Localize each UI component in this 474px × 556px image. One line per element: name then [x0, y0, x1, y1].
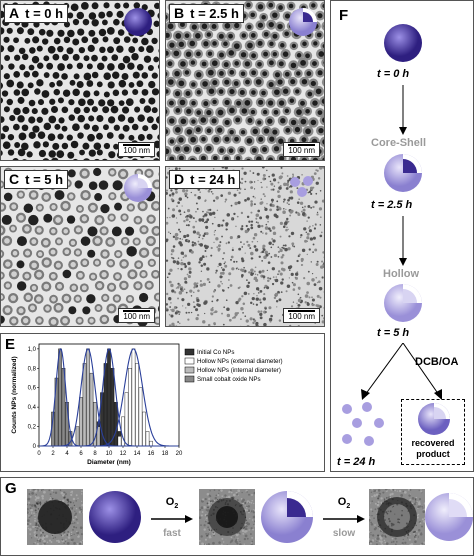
y-axis-label: Counts NPs (normalized)	[11, 356, 18, 433]
core-shell-label: Core-Shell	[371, 137, 427, 149]
legend-entry: Hollow NPs (external diameter)	[197, 358, 283, 365]
arrow-right-icon	[323, 515, 365, 524]
arrow-right-icon	[151, 515, 193, 524]
split-arrows-icon	[361, 343, 442, 400]
fit-curve	[39, 348, 179, 447]
tem-image-b	[166, 1, 324, 160]
legend-swatch	[184, 357, 195, 365]
hollow-sphere-icon	[124, 174, 152, 202]
solid-sphere-icon	[89, 491, 141, 543]
x-tick-label: 20	[176, 451, 183, 457]
histogram-bar	[58, 348, 62, 447]
arrow-down-icon	[399, 216, 407, 266]
y-tick-label: 0	[33, 444, 37, 450]
x-tick-label: 12	[120, 451, 127, 457]
x-tick-label: 14	[134, 451, 141, 457]
y-tick-label: 0,6	[28, 386, 37, 392]
histogram-bar	[75, 426, 80, 447]
legend-entry: Small cobalt oxide NPs	[197, 376, 261, 383]
core-shell-sphere-icon	[289, 8, 317, 36]
x-tick-label: 16	[148, 451, 155, 457]
tem-particle-2	[199, 489, 255, 545]
histogram-bar	[128, 368, 132, 447]
recovered-label: recovered product	[411, 438, 455, 459]
legend-swatch	[184, 375, 195, 383]
o2-fast-arrow: O2 fast	[151, 496, 193, 539]
core-shell-sphere-icon	[384, 154, 422, 192]
solid-sphere-icon	[124, 8, 152, 36]
x-tick-label: 18	[162, 451, 169, 457]
x-tick-label: 6	[79, 451, 83, 457]
small-spheres-icon	[342, 402, 384, 446]
histogram-bar	[124, 392, 129, 447]
histogram-bar	[138, 387, 143, 447]
hollow-sphere-icon	[418, 403, 450, 435]
o2-slow-arrow: O2 slow	[323, 496, 365, 539]
histogram-bar	[149, 440, 153, 447]
t24-label: t = 24 h	[337, 456, 376, 468]
recovered-product-box: recovered product	[401, 399, 465, 465]
legend-entry: Hollow NPs (internal diameter)	[197, 367, 281, 374]
tem-particle-3	[369, 489, 425, 545]
histogram-bar	[145, 431, 150, 447]
x-axis-label: Diameter (nm)	[87, 459, 131, 466]
solvent-label: DCB/OA	[415, 356, 459, 368]
x-tick-label: 8	[93, 451, 97, 457]
y-tick-label: 0,2	[28, 425, 37, 431]
hollow-label: Hollow	[383, 268, 420, 280]
y-tick-label: 0,8	[28, 366, 37, 372]
t25-label: t = 2.5 h	[371, 199, 413, 211]
size-distribution-chart: 0 2 4 6 8 10 12 14 16 18 20 0 0,2 0,4 0,6 0,8 1,0 Diamete…	[11, 343, 283, 466]
tem-particle-1	[27, 489, 83, 545]
scale-bar: 100 nm	[283, 308, 320, 323]
histogram-bar	[131, 348, 136, 447]
x-tick-label: 4	[65, 451, 69, 457]
legend-entry: Initial Co NPs	[197, 349, 234, 356]
t5-label: t = 5 h	[377, 327, 410, 339]
panel-f-letter: F	[339, 7, 349, 24]
y-tick-label: 1,0	[28, 347, 37, 353]
histogram-bar	[86, 348, 90, 447]
panel-g-letter: G	[5, 480, 17, 497]
scale-bar: 100 nm	[283, 142, 320, 157]
histogram-bar	[117, 436, 122, 447]
histogram-bar	[107, 348, 111, 447]
y-tick-label: 0,4	[28, 405, 37, 411]
panel-g: G O2 fast O2 slow	[0, 477, 474, 556]
panel-e: E 0 2 4 6 8 10 12 14 16 18 20 0 0,2 0,4 0,6 0,8 1,0 Diame…	[0, 333, 325, 472]
solid-sphere-icon	[384, 24, 422, 62]
panel-f: F t = 0 h Core-Shell t = 2.5 h Hollow t …	[330, 0, 474, 472]
tem-image-a	[1, 1, 159, 160]
scale-bar: 100 nm	[118, 308, 155, 323]
panel-e-letter: E	[5, 336, 16, 353]
x-tick-label: 0	[37, 451, 41, 457]
x-tick-label: 10	[106, 451, 113, 457]
histogram-bar	[142, 411, 146, 447]
scale-bar: 100 nm	[118, 142, 155, 157]
core-shell-sphere-icon	[261, 491, 313, 543]
histogram-bar	[110, 368, 115, 447]
t0-label: t = 0 h	[377, 68, 410, 80]
arrow-down-icon	[399, 85, 407, 135]
hollow-sphere-icon	[384, 284, 422, 322]
x-tick-label: 2	[51, 451, 55, 457]
histogram-bar	[89, 372, 94, 447]
legend-swatch	[184, 366, 195, 374]
legend-swatch	[184, 348, 195, 356]
small-spheres-icon	[290, 176, 313, 197]
hollow-sphere-icon	[425, 493, 473, 541]
histogram-bar	[114, 402, 118, 447]
histogram-bar	[135, 363, 139, 447]
histogram-bar	[82, 363, 87, 447]
histogram-bar	[79, 397, 83, 447]
